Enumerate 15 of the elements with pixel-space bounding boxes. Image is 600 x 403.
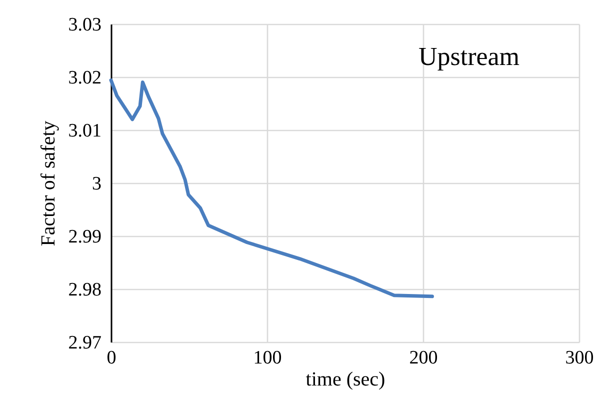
x-tick-label: 300 <box>565 348 594 368</box>
y-tick-label: 2.99 <box>68 226 102 248</box>
annotation: Upstream <box>418 42 520 71</box>
x-tick-label: 0 <box>106 348 116 368</box>
x-axis-title: time (sec) <box>306 368 386 390</box>
y-tick-label: 2.98 <box>68 280 102 300</box>
line-series <box>109 78 434 298</box>
y-tick-label: 3.03 <box>68 14 102 36</box>
x-tick-label: 200 <box>409 348 438 368</box>
y-tick-label: 3.01 <box>68 120 102 142</box>
y-tick-label: 2.97 <box>68 332 102 354</box>
y-axis-title: Factor of safety <box>37 120 60 246</box>
x-tick-label: 100 <box>253 348 282 368</box>
y-tick-label: 3 <box>92 174 102 194</box>
y-tick-label: 3.02 <box>68 68 102 88</box>
